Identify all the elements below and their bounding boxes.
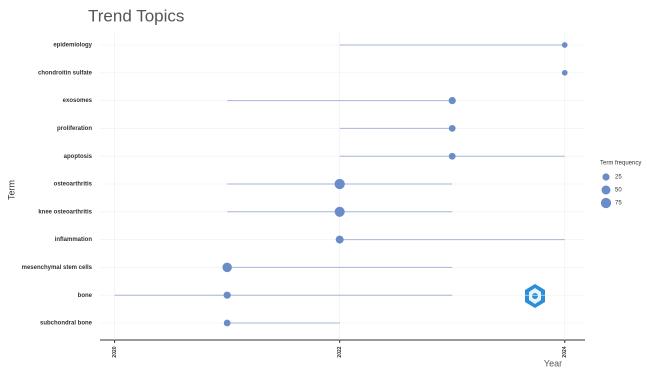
y-tick-label: chondroitin sulfate — [38, 70, 93, 76]
y-tick-label: mesenchymal stem cells — [22, 265, 93, 271]
logo-icon — [525, 284, 545, 308]
y-tick-label: osteoarthritis — [54, 182, 93, 188]
point — [561, 42, 568, 48]
y-tick-label: inflammation — [55, 237, 93, 243]
point — [561, 69, 568, 76]
point — [448, 125, 456, 132]
legend-label: 25 — [615, 175, 622, 181]
legend-point — [602, 173, 610, 181]
point — [222, 262, 232, 273]
y-tick-label: proliferation — [57, 126, 92, 132]
y-tick-label: knee osteoarthritis — [38, 209, 92, 215]
x-tick-label: 2022 — [337, 346, 343, 357]
point — [448, 152, 456, 160]
chart-title: Trend Topics — [88, 6, 184, 25]
point — [223, 319, 231, 327]
y-tick-label: bone — [78, 293, 93, 299]
legend-point — [601, 185, 611, 195]
x-tick-label: 2024 — [562, 346, 568, 357]
point — [334, 178, 345, 190]
y-tick-label: apoptosis — [64, 154, 93, 160]
y-tick-label: subchondral bone — [40, 321, 93, 327]
x-tick-label: 2020 — [112, 346, 118, 357]
x-axis-title: Year — [544, 358, 562, 368]
y-tick-label: exosomes — [63, 98, 93, 104]
point — [223, 291, 231, 299]
point — [448, 97, 456, 105]
legend-title: Term frequency — [600, 161, 641, 167]
point — [335, 235, 344, 244]
y-axis-title: Term — [6, 180, 16, 200]
point — [334, 206, 345, 217]
legend-label: 75 — [615, 201, 622, 207]
legend-label: 50 — [615, 188, 622, 194]
y-tick-label: epidemiology — [53, 43, 92, 49]
legend-point — [600, 197, 612, 209]
